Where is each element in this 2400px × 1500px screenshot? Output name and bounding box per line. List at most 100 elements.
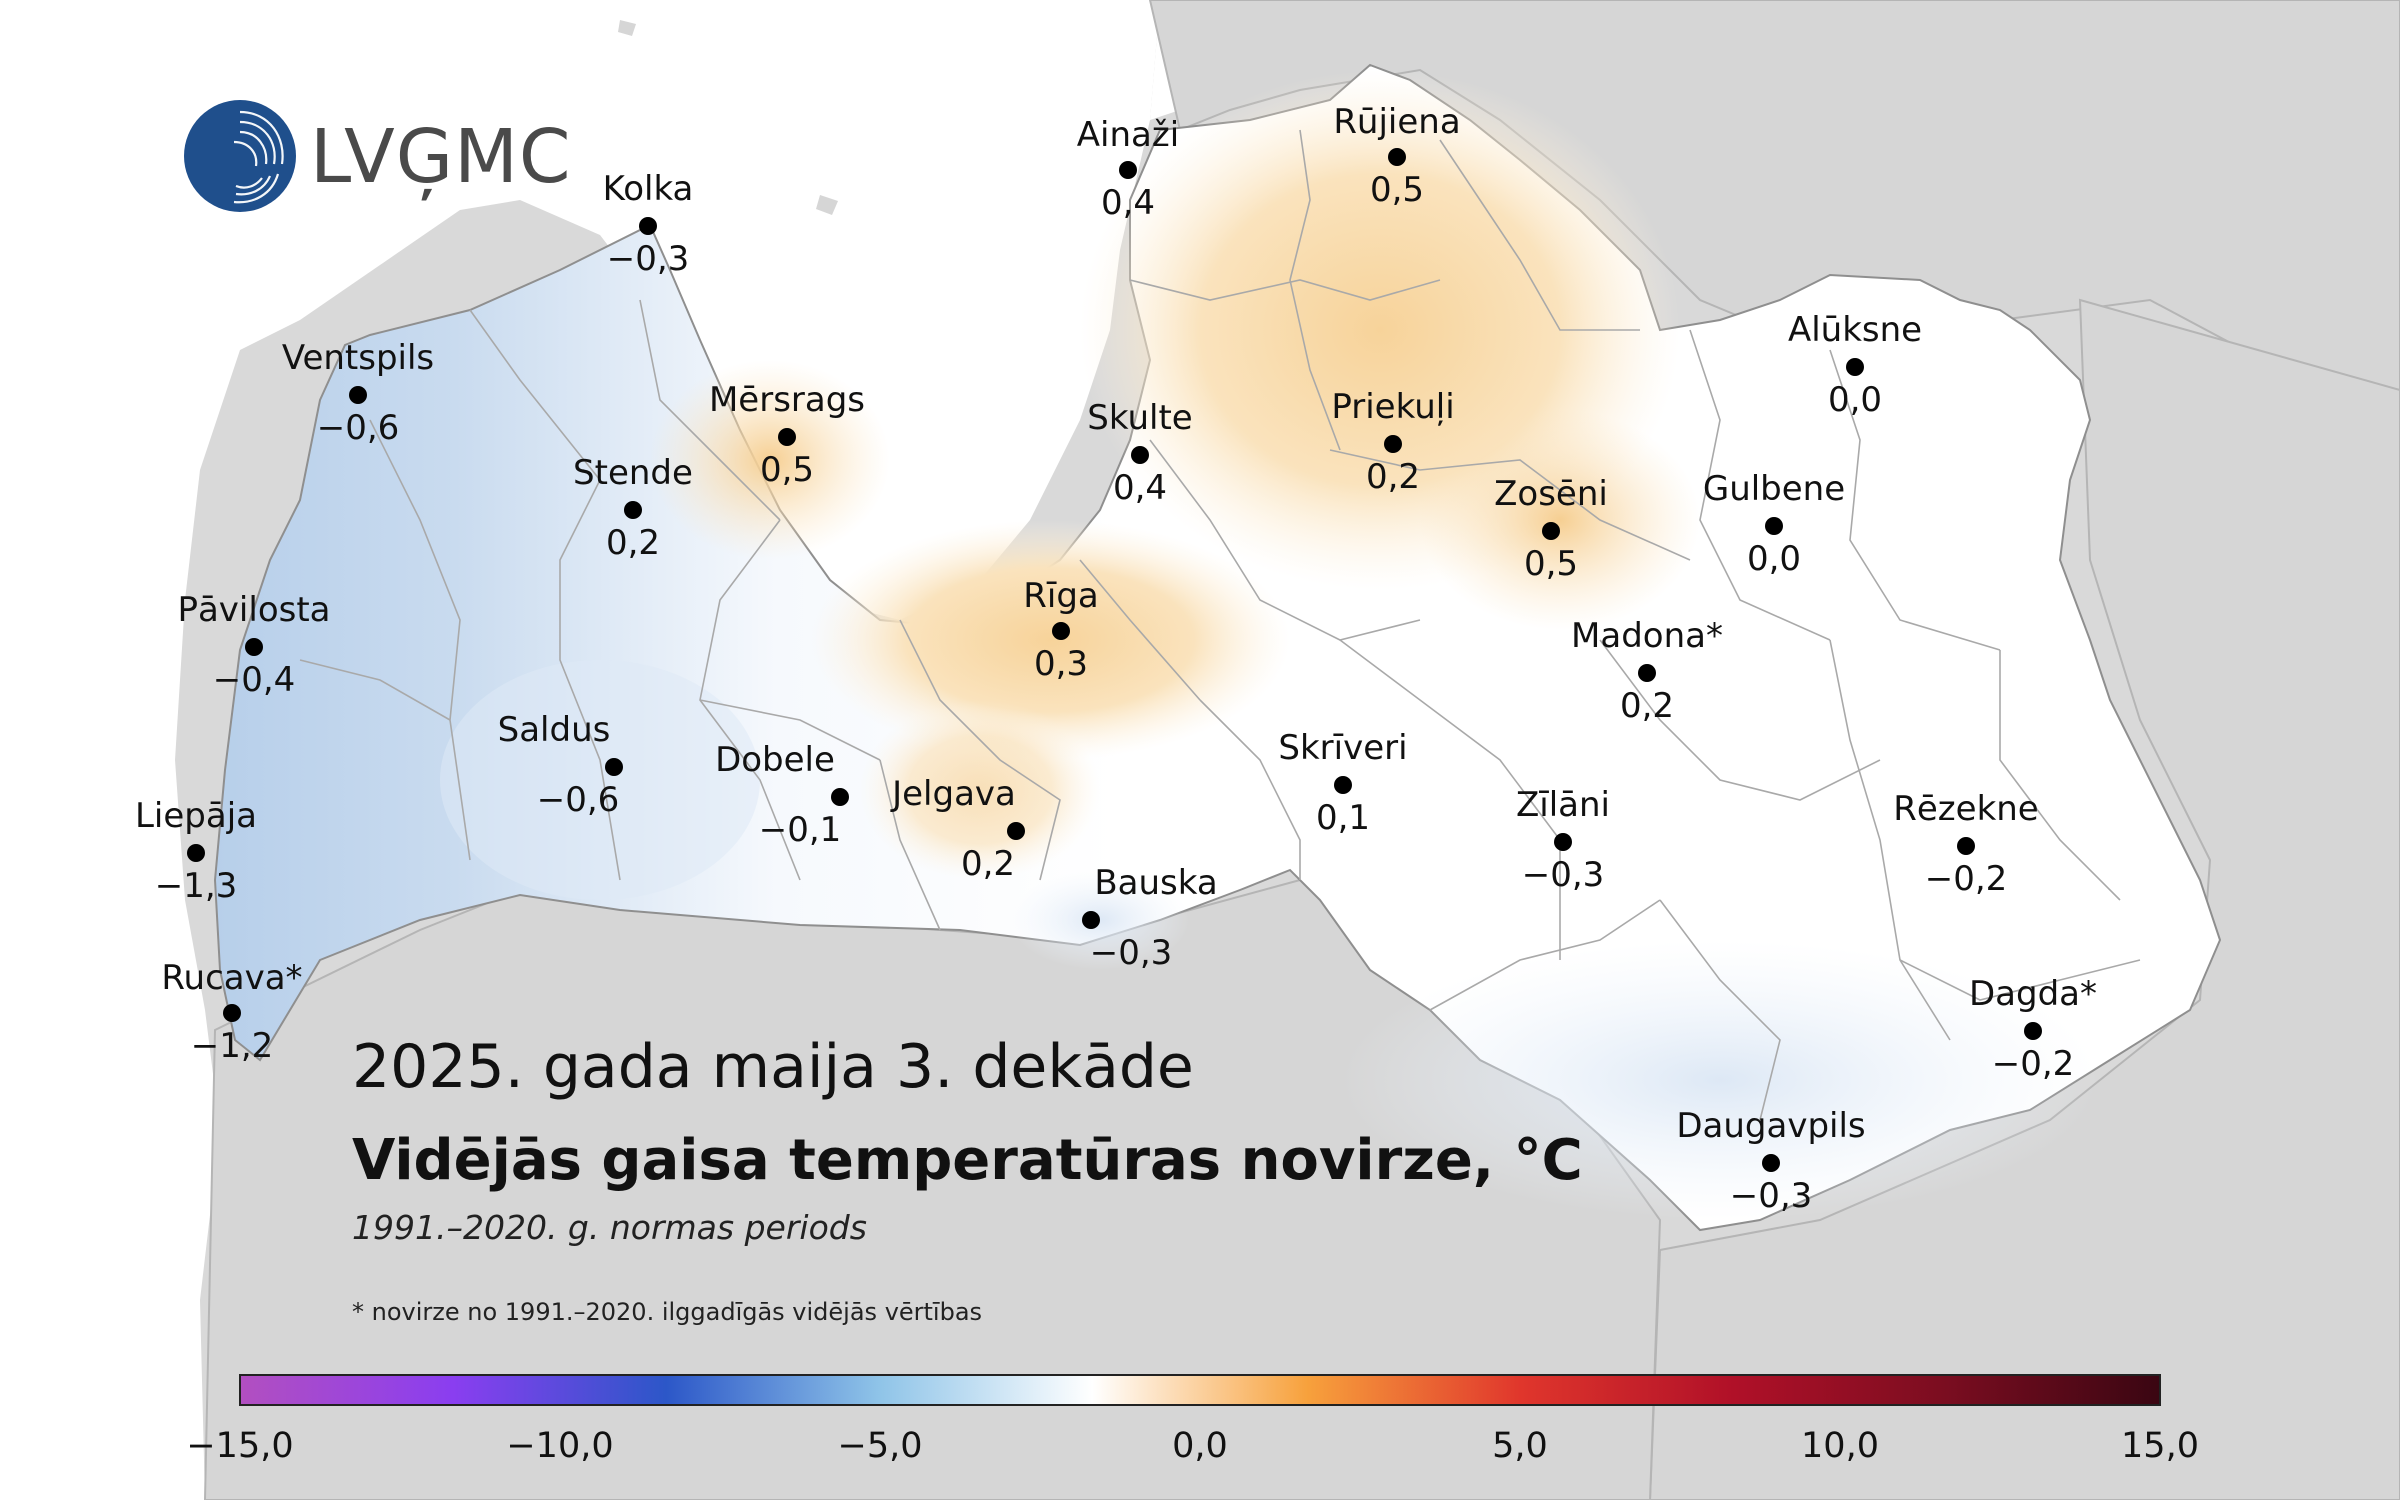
scale-tick-label: −10,0	[506, 1426, 613, 1466]
period-title: 2025. gada maija 3. dekāde	[352, 1032, 1194, 1102]
station-dot	[223, 1004, 241, 1022]
station-value: −0,2	[1925, 859, 2008, 899]
station-name: Rīga	[1023, 576, 1099, 616]
station-value: −1,2	[191, 1026, 274, 1066]
station-dot	[1119, 161, 1137, 179]
station-value: −0,3	[1522, 855, 1605, 895]
station-marker: Jelgava 0,2	[890, 774, 1025, 884]
station-value: 0,3	[1034, 644, 1088, 684]
station-name: Jelgava	[890, 774, 1016, 814]
station-dot	[605, 758, 623, 776]
warm-mersrags-patch	[650, 360, 890, 560]
cool-saldus-patch	[440, 660, 760, 900]
station-marker: Pāvilosta −0,4	[177, 590, 330, 700]
station-marker: Kolka −0,3	[603, 169, 694, 279]
station-name: Dobele	[715, 740, 835, 780]
station-name: Skulte	[1087, 398, 1192, 438]
station-name: Kolka	[603, 169, 694, 209]
station-name: Ventspils	[282, 338, 434, 378]
station-marker: Zīlāni −0,3	[1516, 785, 1610, 895]
station-dot	[639, 217, 657, 235]
station-marker: Rēzekne −0,2	[1893, 789, 2038, 899]
station-name: Rucava*	[161, 958, 302, 998]
scale-tick-label: 15,0	[2121, 1426, 2199, 1466]
station-marker: Rucava* −1,2	[161, 958, 302, 1066]
sea-area	[0, 0, 1160, 1500]
station-dot	[1762, 1154, 1780, 1172]
station-marker: Skrīveri 0,1	[1278, 728, 1407, 838]
station-name: Priekuļi	[1331, 387, 1454, 427]
station-marker: Skulte 0,4	[1087, 398, 1192, 508]
station-value: 0,0	[1747, 539, 1801, 579]
station-marker: Rūjiena 0,5	[1333, 102, 1460, 210]
station-layer: Ainaži 0,4 Rūjiena 0,5 Kolka −0,3 Ventspils −0,…	[135, 102, 2097, 1216]
station-dot	[2024, 1022, 2042, 1040]
station-marker: Daugavpils −0,3	[1676, 1106, 1865, 1216]
station-name: Mērsrags	[709, 380, 865, 420]
station-dot	[831, 788, 849, 806]
lvgmc-logo-emblem	[184, 100, 296, 212]
station-marker: Mērsrags 0,5	[709, 380, 865, 490]
station-value: −0,6	[537, 780, 620, 820]
station-dot	[1554, 833, 1572, 851]
station-name: Pāvilosta	[177, 590, 330, 630]
warm-riga-patch	[810, 520, 1290, 760]
station-marker: Dagda* −0,2	[1969, 974, 2097, 1084]
color-scale: −15,0 −10,0 −5,0 0,0 5,0 10,0 15,0	[186, 1374, 2199, 1466]
station-marker: Stende 0,2	[573, 453, 693, 563]
scale-tick-label: 10,0	[1801, 1426, 1879, 1466]
map-title: Vidējās gaisa temperatūras novirze, °C	[352, 1128, 1583, 1193]
station-marker: Gulbene 0,0	[1703, 469, 1845, 579]
station-value: 0,2	[961, 844, 1015, 884]
station-dot	[778, 428, 796, 446]
scale-tick-label: −5,0	[838, 1426, 923, 1466]
station-name: Alūksne	[1788, 310, 1922, 350]
station-dot	[1131, 446, 1149, 464]
station-dot	[1334, 776, 1352, 794]
station-name: Zīlāni	[1516, 785, 1610, 825]
station-marker: Ventspils −0,6	[282, 338, 434, 448]
station-name: Saldus	[498, 710, 611, 750]
station-name: Liepāja	[135, 796, 257, 836]
station-name: Skrīveri	[1278, 728, 1407, 768]
station-dot	[1765, 517, 1783, 535]
station-dot	[1846, 358, 1864, 376]
station-value: 0,5	[1524, 544, 1578, 584]
station-value: 0,2	[1620, 686, 1674, 726]
color-scale-bar	[239, 1374, 2161, 1406]
station-value: 0,2	[606, 523, 660, 563]
station-value: 0,1	[1316, 798, 1370, 838]
municipal-boundaries	[299, 129, 2141, 1121]
station-name: Dagda*	[1969, 974, 2097, 1014]
station-value: −1,3	[155, 866, 238, 906]
station-marker: Liepāja −1,3	[135, 796, 257, 906]
station-value: −0,4	[213, 660, 296, 700]
station-name: Daugavpils	[1676, 1106, 1865, 1146]
cool-southeast-patch	[1340, 940, 2100, 1220]
footnote: * novirze no 1991.–2020. ilggadīgās vidē…	[352, 1298, 983, 1326]
station-marker: Zosēni 0,5	[1494, 474, 1608, 584]
warm-jelgava-patch	[860, 700, 1100, 880]
station-dot	[349, 386, 367, 404]
scale-tick-label: 0,0	[1172, 1426, 1228, 1466]
station-dot	[624, 501, 642, 519]
station-marker: Rīga 0,3	[1023, 576, 1099, 684]
station-dot	[1957, 837, 1975, 855]
warm-zoseni-patch	[1420, 410, 1700, 630]
station-marker: Dobele −0,1	[715, 740, 849, 850]
station-value: 0,5	[760, 450, 814, 490]
lvgmc-logo-text: LVĢMC	[310, 114, 572, 200]
station-dot	[1388, 148, 1406, 166]
station-value: −0,2	[1992, 1044, 2075, 1084]
station-dot	[1007, 822, 1025, 840]
station-dot	[1052, 622, 1070, 640]
station-name: Rūjiena	[1333, 102, 1460, 142]
station-value: −0,1	[759, 810, 842, 850]
station-value: 0,4	[1101, 183, 1155, 223]
station-dot	[1082, 911, 1100, 929]
station-dot	[1638, 664, 1656, 682]
station-marker: Bauska −0,3	[1082, 863, 1218, 973]
station-value: −0,3	[607, 239, 690, 279]
